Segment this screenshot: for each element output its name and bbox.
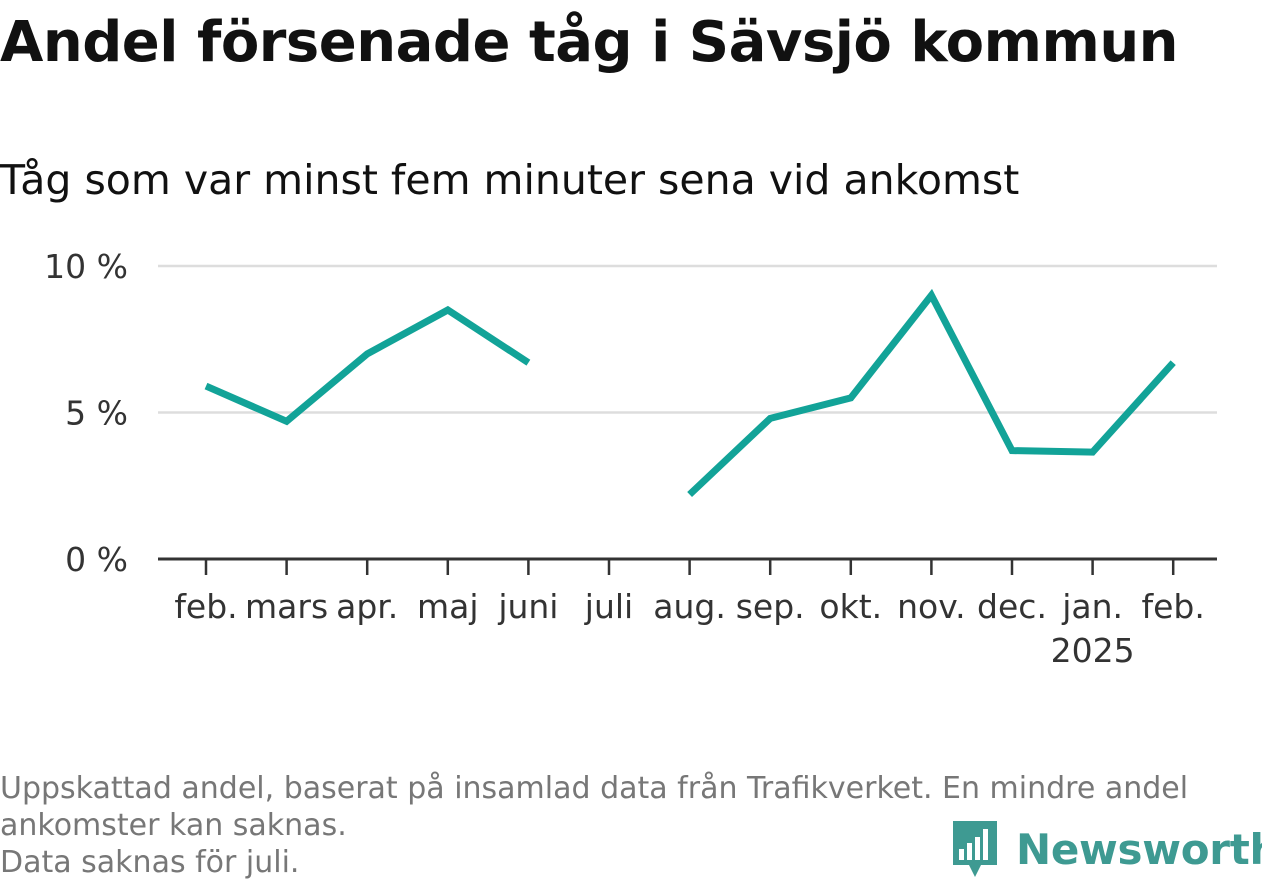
x-tick-label: feb. <box>1142 587 1205 626</box>
x-tick-label: juli <box>584 587 633 626</box>
series-line-segment <box>204 305 531 426</box>
chart-subtitle: Tåg som var minst fem minuter sena vid a… <box>0 156 1020 204</box>
x-tick-label: juni <box>497 587 558 626</box>
x-axis <box>158 557 1217 575</box>
footnote-line: ankomster kan saknas. <box>0 808 347 843</box>
footnote-line: Uppskattad andel, baserat på insamlad da… <box>0 771 1189 806</box>
gridlines <box>158 264 1217 414</box>
y-tick-label: 5 % <box>65 394 128 433</box>
x-tick-year-label: 2025 <box>1051 631 1135 670</box>
x-tick-label: nov. <box>897 587 966 626</box>
series-line-segment <box>687 288 1176 498</box>
y-tick-label: 0 % <box>65 540 128 579</box>
logo-text: Newsworthy <box>1016 824 1262 874</box>
x-tick-label: dec. <box>977 587 1047 626</box>
line-chart: 0 %5 %10 % feb. mars apr. maj juni juli aug. se… <box>44 247 1217 670</box>
x-tick-label: mars <box>245 587 328 626</box>
x-tick-label: maj <box>417 587 479 626</box>
x-tick-label: feb. <box>174 587 237 626</box>
newsworthy-logo: Newsworthy <box>950 818 1262 880</box>
x-tick-label: apr. <box>336 587 398 626</box>
x-tick-label: aug. <box>653 587 726 626</box>
footnote-line: Data saknas för juli. <box>0 845 300 880</box>
x-tick-label: sep. <box>736 587 805 626</box>
x-axis-labels: feb. mars apr. maj juni juli aug. sep. okt. nov. d… <box>174 587 1205 670</box>
x-tick-label: okt. <box>819 587 882 626</box>
y-axis-labels: 0 % 5 % 10 % <box>44 247 128 579</box>
series-lines <box>204 288 1176 498</box>
x-tick-label: jan. <box>1061 587 1123 626</box>
y-tick-label: 10 % <box>44 247 128 286</box>
footnote: Uppskattad andel, baserat på insamlad da… <box>0 770 1250 881</box>
newsworthy-logo-icon <box>953 821 997 877</box>
chart-title: Andel försenade tåg i Sävsjö kommun <box>0 10 1179 75</box>
